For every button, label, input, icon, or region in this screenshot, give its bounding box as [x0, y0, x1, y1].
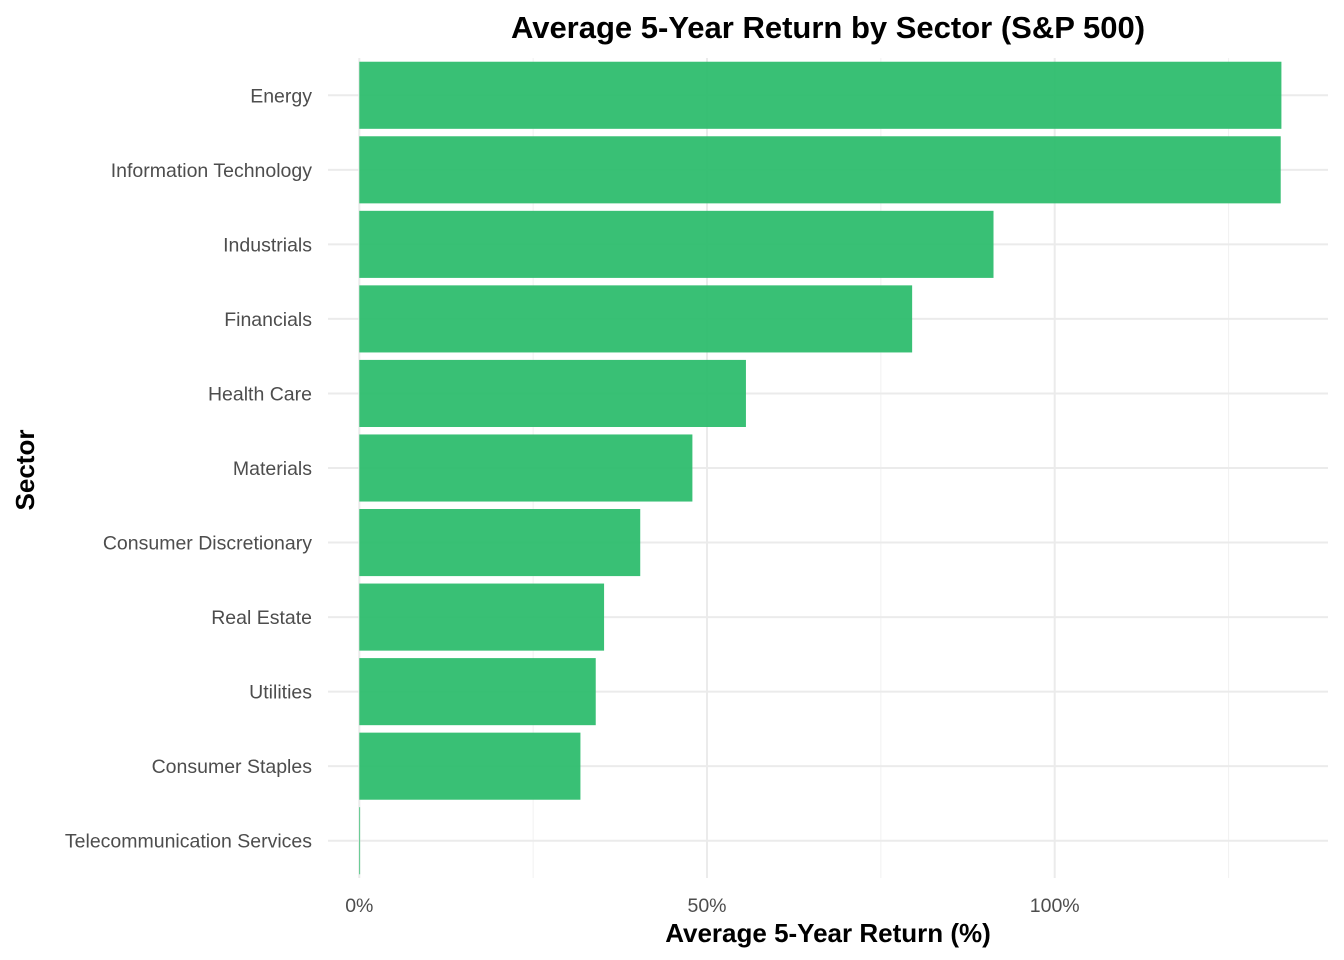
bar [359, 658, 596, 726]
bar-layer [359, 61, 1282, 875]
y-tick-label: Consumer Staples [152, 756, 313, 778]
bar [359, 136, 1281, 204]
y-axis-title: Sector [10, 430, 40, 511]
x-axis-title: Average 5-Year Return (%) [665, 918, 991, 948]
x-tick-label: 100% [1030, 895, 1080, 917]
bar [359, 434, 693, 502]
bar [359, 583, 605, 651]
label-layer: 0% 50% 100% Energy Information Technology Ind… [65, 85, 1080, 917]
x-tick-label: 0% [345, 895, 373, 917]
y-tick-label: Health Care [208, 383, 312, 405]
y-tick-label: Consumer Discretionary [103, 533, 312, 555]
y-tick-label: Materials [233, 458, 312, 480]
bar [359, 359, 746, 427]
y-tick-label: Industrials [223, 234, 312, 256]
bar [359, 732, 581, 800]
y-tick-label: Financials [224, 309, 312, 331]
y-tick-label: Energy [250, 85, 312, 107]
y-tick-label: Telecommunication Services [65, 831, 312, 853]
x-tick-label: 50% [687, 895, 726, 917]
bar [359, 509, 641, 577]
y-tick-label: Utilities [249, 682, 312, 704]
chart-title: Average 5-Year Return by Sector (S&P 500… [511, 10, 1145, 45]
bar [359, 210, 994, 278]
bar [359, 61, 1282, 129]
y-tick-label: Real Estate [211, 607, 312, 629]
y-tick-label: Information Technology [111, 160, 313, 182]
bar [359, 285, 913, 353]
bar [359, 807, 361, 875]
